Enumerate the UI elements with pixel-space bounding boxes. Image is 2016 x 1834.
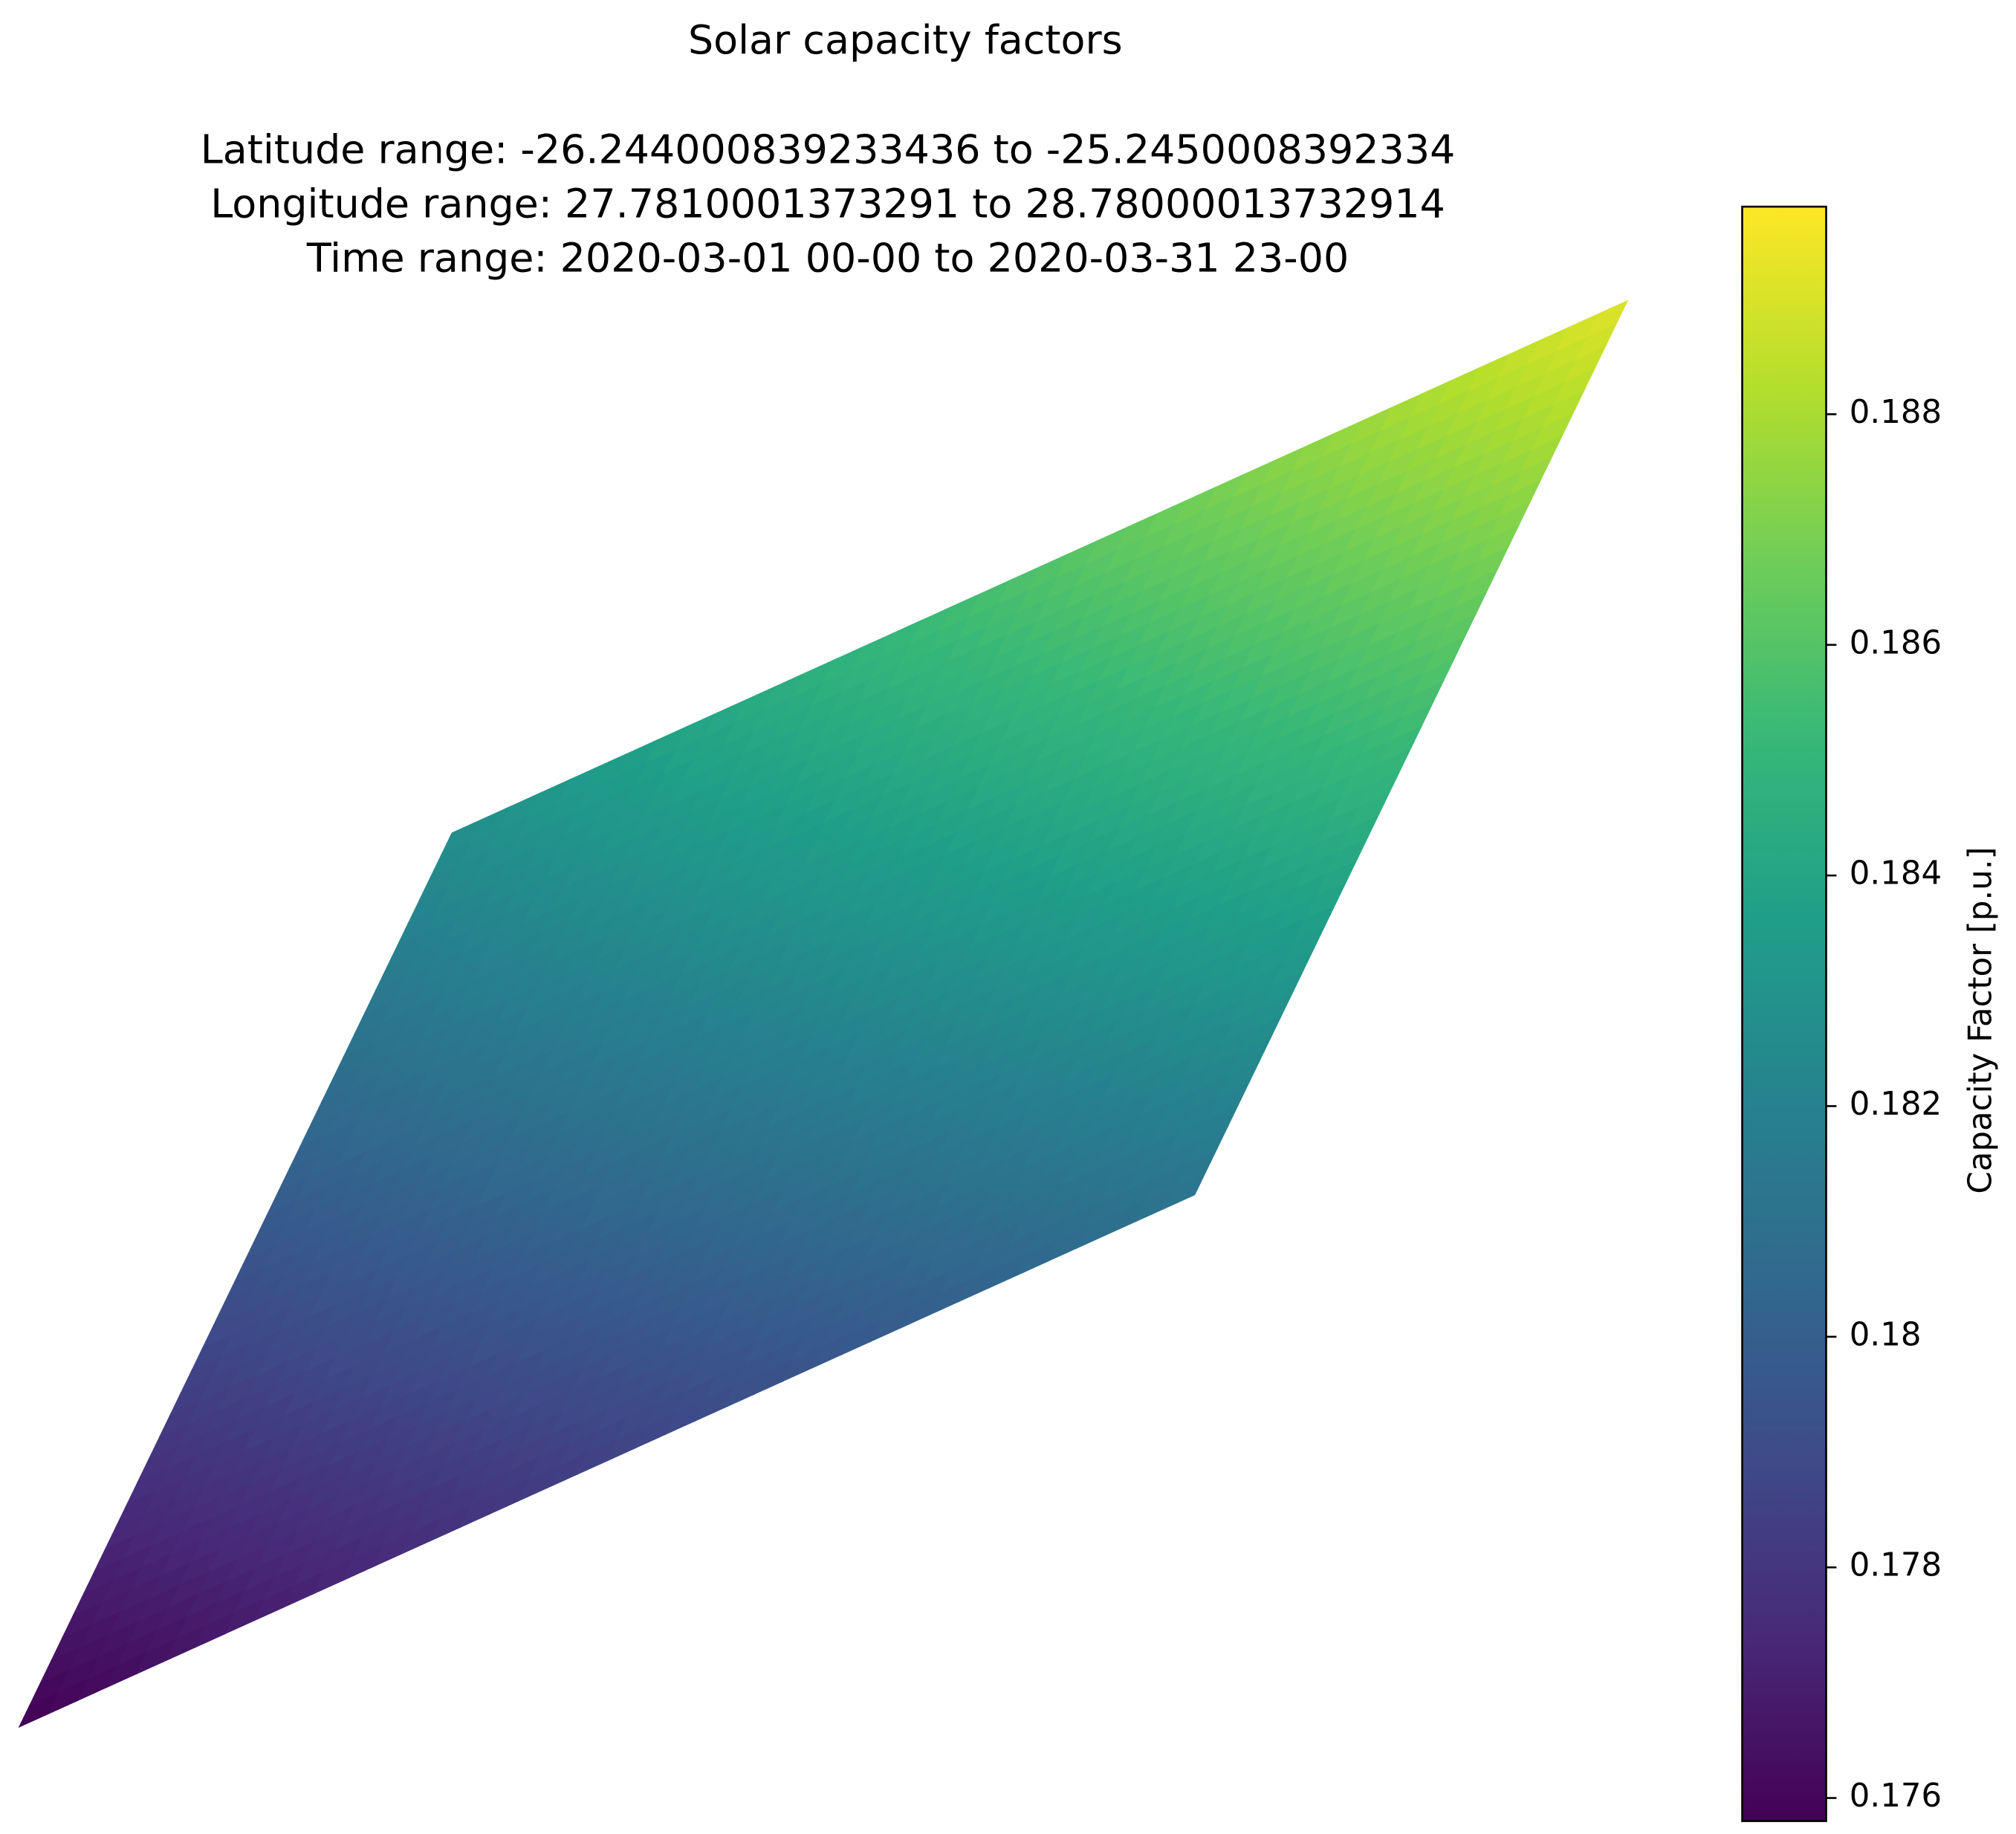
colorbar-tick-label: 0.178 [1850, 1547, 1942, 1584]
colorbar-tick-label: 0.18 [1850, 1316, 1922, 1353]
subtitle-line: Longitude range: 27.7810001373291 to 28.… [210, 181, 1445, 227]
colorbar-tick-label: 0.176 [1850, 1778, 1942, 1815]
colorbar-label: Capacity Factor [p.u.] [1962, 847, 1999, 1194]
surface [18, 299, 1629, 1728]
subtitle-line: Time range: 2020-03-01 00-00 to 2020-03-… [306, 235, 1349, 282]
colorbar-tick-label: 0.182 [1850, 1086, 1942, 1123]
colorbar-fill [1741, 205, 1827, 1822]
colorbar: 0.176 0.178 0.18 0.182 0.184 0.186 0.188 [1741, 205, 1942, 1822]
subtitle-line: Latitude range: -26.244000839233436 to -… [201, 126, 1456, 173]
colorbar-tick-label: 0.186 [1850, 624, 1942, 661]
chart-title: Solar capacity factors [688, 16, 1123, 63]
colorbar-tick-label: 0.184 [1850, 855, 1942, 892]
surface-cell [1586, 299, 1629, 338]
colorbar-tick-label: 0.188 [1850, 394, 1942, 431]
